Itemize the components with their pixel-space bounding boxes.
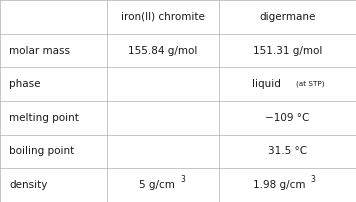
Text: 3: 3 xyxy=(310,175,315,184)
Text: 31.5 °C: 31.5 °C xyxy=(268,146,307,157)
Text: −109 °C: −109 °C xyxy=(265,113,310,123)
Text: 5 g/cm: 5 g/cm xyxy=(138,180,174,190)
Text: boiling point: boiling point xyxy=(9,146,74,157)
Text: molar mass: molar mass xyxy=(9,45,70,56)
Text: liquid: liquid xyxy=(252,79,281,89)
Text: iron(II) chromite: iron(II) chromite xyxy=(121,12,205,22)
Text: 155.84 g/mol: 155.84 g/mol xyxy=(128,45,198,56)
Text: melting point: melting point xyxy=(9,113,79,123)
Text: phase: phase xyxy=(9,79,40,89)
Text: (at STP): (at STP) xyxy=(296,81,325,87)
Text: 3: 3 xyxy=(180,175,185,184)
Text: density: density xyxy=(9,180,47,190)
Text: 1.98 g/cm: 1.98 g/cm xyxy=(253,180,306,190)
Text: 151.31 g/mol: 151.31 g/mol xyxy=(253,45,322,56)
Text: digermane: digermane xyxy=(259,12,316,22)
